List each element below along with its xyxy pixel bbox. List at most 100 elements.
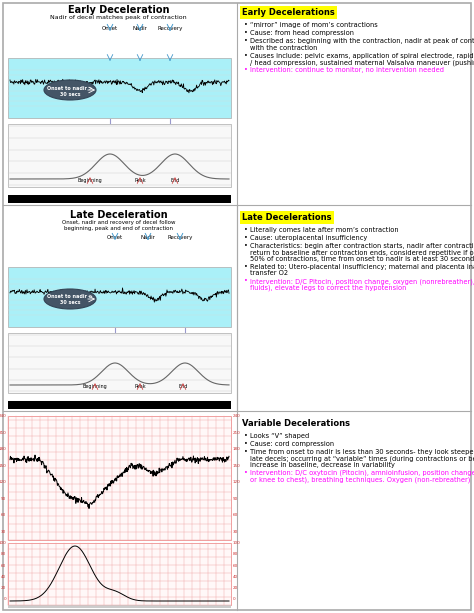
Text: Characteristics: begin after contraction starts, nadir after contraction peaks,: Characteristics: begin after contraction… — [250, 243, 474, 249]
Text: / head compression, sustained maternal Valsalva maneuver (pushing): / head compression, sustained maternal V… — [250, 59, 474, 66]
Text: Recovery: Recovery — [167, 235, 193, 240]
Bar — [8, 401, 231, 409]
Text: •: • — [244, 53, 248, 59]
Text: 40: 40 — [233, 575, 238, 579]
Text: Onset to nadir >: Onset to nadir > — [47, 294, 93, 300]
Text: 50% of contractions, time from onset to nadir is at least 30 seconds: 50% of contractions, time from onset to … — [250, 256, 474, 262]
Text: •: • — [244, 264, 248, 270]
Text: Described as: beginning with the contraction, nadir at peak of contraction, endi: Described as: beginning with the contrac… — [250, 39, 474, 44]
Text: 30: 30 — [233, 530, 238, 534]
Text: Variable Decelerations: Variable Decelerations — [242, 419, 350, 428]
Text: 30 secs: 30 secs — [60, 91, 80, 96]
Text: 240: 240 — [233, 414, 241, 418]
Text: Cause: cord compression: Cause: cord compression — [250, 441, 334, 447]
Text: 150: 150 — [0, 463, 6, 468]
Text: return to baseline after contraction ends, considered repetitive if occurring wi: return to baseline after contraction end… — [250, 249, 474, 256]
Text: increase in baseline, decrease in variability: increase in baseline, decrease in variab… — [250, 462, 395, 468]
Text: Onset: Onset — [107, 235, 123, 240]
Text: •: • — [244, 433, 248, 439]
Text: Peak: Peak — [134, 384, 146, 389]
Text: Related to: Utero-placental insufficiency; maternal and placenta inability to: Related to: Utero-placental insufficienc… — [250, 264, 474, 270]
Text: 30: 30 — [1, 530, 6, 534]
Ellipse shape — [44, 80, 96, 100]
Text: 180: 180 — [0, 447, 6, 451]
Text: 0: 0 — [233, 597, 236, 601]
Text: 80: 80 — [1, 552, 6, 556]
Text: 40: 40 — [1, 575, 6, 579]
Text: Beginning: Beginning — [78, 178, 102, 183]
Text: 120: 120 — [0, 480, 6, 484]
Text: Intervention: D/C oxytocin (Pitocin), amnioinfusion, position change (side-lying: Intervention: D/C oxytocin (Pitocin), am… — [250, 470, 474, 476]
Text: 210: 210 — [233, 430, 241, 435]
Text: •: • — [244, 67, 248, 73]
Text: Onset: Onset — [102, 26, 118, 31]
Text: Onset to nadir >: Onset to nadir > — [47, 85, 93, 91]
Text: with the contraction: with the contraction — [250, 45, 318, 51]
Text: fluids), elevate legs to correct the hypotension: fluids), elevate legs to correct the hyp… — [250, 284, 406, 291]
Text: 90: 90 — [233, 497, 238, 501]
Text: 100: 100 — [233, 541, 241, 545]
Text: •: • — [244, 227, 248, 233]
Text: End: End — [178, 384, 188, 389]
Text: Time from onset to nadir is less than 30 seconds- they look steeper than early o: Time from onset to nadir is less than 30… — [250, 449, 474, 455]
Text: Recovery: Recovery — [157, 26, 182, 31]
Bar — [8, 267, 231, 327]
Text: Onset, nadir and recovery of decel follow: Onset, nadir and recovery of decel follo… — [62, 220, 175, 225]
Text: Nadir: Nadir — [133, 26, 147, 31]
Text: •: • — [244, 30, 248, 36]
Text: •: • — [244, 470, 248, 476]
Text: •: • — [244, 39, 248, 44]
Text: 60: 60 — [1, 513, 6, 517]
Text: 20: 20 — [1, 586, 6, 590]
Text: 150: 150 — [233, 463, 241, 468]
Text: •: • — [244, 235, 248, 241]
Text: End: End — [170, 178, 180, 183]
Text: 20: 20 — [233, 586, 238, 590]
Text: •: • — [244, 22, 248, 28]
Text: 240: 240 — [0, 414, 6, 418]
Text: Intervention: continue to monitor, no intervention needed: Intervention: continue to monitor, no in… — [250, 67, 444, 73]
Text: 0: 0 — [3, 597, 6, 601]
Text: Nadir of decel matches peak of contraction: Nadir of decel matches peak of contracti… — [50, 15, 187, 20]
Text: Cause: from head compression: Cause: from head compression — [250, 30, 354, 36]
Text: 90: 90 — [1, 497, 6, 501]
Text: 210: 210 — [0, 430, 6, 435]
Text: Causes include: pelvic exams, application of spiral electrode, rapid fetal desce: Causes include: pelvic exams, applicatio… — [250, 53, 474, 59]
Text: Early Deceleration: Early Deceleration — [68, 5, 169, 15]
Text: beginning, peak and end of contraction: beginning, peak and end of contraction — [64, 226, 173, 231]
Text: Beginning: Beginning — [82, 384, 108, 389]
Text: 120: 120 — [233, 480, 241, 484]
Text: late decels; occurring at “variable” times (during contractions or between them): late decels; occurring at “variable” tim… — [250, 455, 474, 462]
Text: 100: 100 — [0, 541, 6, 545]
Text: •: • — [244, 441, 248, 447]
Text: 60: 60 — [1, 563, 6, 568]
Text: Nadir: Nadir — [141, 235, 155, 240]
Text: 180: 180 — [233, 447, 241, 451]
Text: transfer O2: transfer O2 — [250, 270, 288, 276]
Ellipse shape — [44, 289, 96, 309]
Text: •: • — [244, 278, 248, 284]
Text: Late Decelerations: Late Decelerations — [242, 213, 331, 222]
Bar — [8, 124, 231, 187]
Text: Literally comes late after mom’s contraction: Literally comes late after mom’s contrac… — [250, 227, 399, 233]
Text: Looks “V” shaped: Looks “V” shaped — [250, 433, 309, 439]
Text: Intervention: D/C Pitocin, position change, oxygen (nonrebreather), hydration (I: Intervention: D/C Pitocin, position chan… — [250, 278, 474, 285]
Bar — [8, 543, 231, 605]
Text: 60: 60 — [233, 513, 238, 517]
Text: Early Decelerations: Early Decelerations — [242, 8, 335, 17]
Bar — [8, 605, 231, 608]
Text: Late Deceleration: Late Deceleration — [70, 210, 167, 220]
Text: 80: 80 — [233, 552, 238, 556]
Text: •: • — [244, 449, 248, 455]
Text: 30 secs: 30 secs — [60, 300, 80, 305]
Text: •: • — [244, 243, 248, 249]
Text: 60: 60 — [233, 563, 238, 568]
Text: Cause: uteroplacental insufficiency: Cause: uteroplacental insufficiency — [250, 235, 367, 241]
Text: or knee to chest), breathing techniques. Oxygen (non-rebreather): or knee to chest), breathing techniques.… — [250, 476, 470, 482]
Bar — [8, 416, 231, 540]
Bar — [8, 58, 231, 118]
Bar — [8, 333, 231, 393]
Bar — [8, 195, 231, 203]
Text: “mirror” image of mom’s contractions: “mirror” image of mom’s contractions — [250, 22, 378, 28]
Text: Peak: Peak — [134, 178, 146, 183]
